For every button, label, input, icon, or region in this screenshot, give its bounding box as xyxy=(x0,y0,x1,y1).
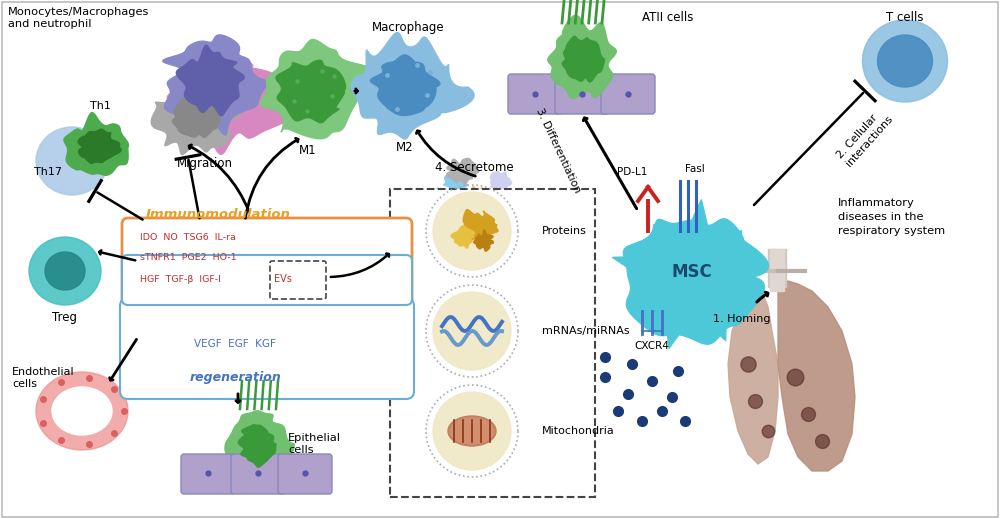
Text: T cells: T cells xyxy=(886,11,924,24)
Text: Treg: Treg xyxy=(52,311,78,324)
Polygon shape xyxy=(725,230,742,250)
Polygon shape xyxy=(163,35,270,135)
Text: VEGF  EGF  KGF: VEGF EGF KGF xyxy=(194,339,276,349)
Ellipse shape xyxy=(52,387,112,435)
Text: 4. Secretome: 4. Secretome xyxy=(435,161,514,174)
Polygon shape xyxy=(447,158,479,185)
Text: Endothelial
cells: Endothelial cells xyxy=(12,367,75,389)
Polygon shape xyxy=(424,203,446,224)
Polygon shape xyxy=(562,36,605,82)
FancyBboxPatch shape xyxy=(270,261,326,299)
Polygon shape xyxy=(612,256,642,274)
Ellipse shape xyxy=(450,418,494,444)
Polygon shape xyxy=(238,425,276,467)
FancyBboxPatch shape xyxy=(122,255,412,305)
Ellipse shape xyxy=(36,372,128,450)
Text: ATII cells: ATII cells xyxy=(642,11,693,24)
Text: PD-L1: PD-L1 xyxy=(617,167,647,177)
Text: CXCR4: CXCR4 xyxy=(635,341,669,351)
Ellipse shape xyxy=(433,292,511,370)
Polygon shape xyxy=(444,171,467,192)
Polygon shape xyxy=(507,191,527,210)
Text: Th1: Th1 xyxy=(90,101,110,111)
Polygon shape xyxy=(518,207,537,221)
Polygon shape xyxy=(176,45,244,116)
Text: Epithelial
cells: Epithelial cells xyxy=(288,433,341,455)
Text: M2: M2 xyxy=(396,141,414,154)
Polygon shape xyxy=(548,16,616,99)
Bar xyxy=(770,249,784,291)
Text: Macrophage: Macrophage xyxy=(372,21,444,34)
Polygon shape xyxy=(370,55,440,115)
Polygon shape xyxy=(225,411,294,479)
Text: 1. Homing: 1. Homing xyxy=(713,314,771,324)
Text: Th17: Th17 xyxy=(34,167,62,177)
Text: 3. Differentiation: 3. Differentiation xyxy=(534,107,582,195)
Polygon shape xyxy=(666,321,685,348)
Text: Immunomodulation: Immunomodulation xyxy=(146,208,290,221)
Polygon shape xyxy=(652,224,668,242)
Polygon shape xyxy=(629,291,648,308)
FancyBboxPatch shape xyxy=(231,454,285,494)
Polygon shape xyxy=(432,188,452,207)
Text: mRNAs/miRNAs: mRNAs/miRNAs xyxy=(542,326,630,336)
Polygon shape xyxy=(728,284,778,464)
Text: M1: M1 xyxy=(299,144,317,157)
FancyBboxPatch shape xyxy=(181,454,235,494)
Polygon shape xyxy=(162,37,297,154)
Polygon shape xyxy=(351,33,474,139)
Text: IDO  NO  TSG6  IL-ra: IDO NO TSG6 IL-ra xyxy=(140,233,236,241)
FancyBboxPatch shape xyxy=(278,454,332,494)
Text: HGF  TGF-β  IGF-I: HGF TGF-β IGF-I xyxy=(140,275,221,283)
Polygon shape xyxy=(459,203,477,220)
Bar xyxy=(768,249,786,287)
Ellipse shape xyxy=(36,127,108,195)
Polygon shape xyxy=(490,171,512,191)
FancyBboxPatch shape xyxy=(601,74,655,114)
Ellipse shape xyxy=(45,252,85,290)
Polygon shape xyxy=(463,210,498,243)
Polygon shape xyxy=(276,60,346,122)
Polygon shape xyxy=(151,77,241,155)
Polygon shape xyxy=(64,113,128,175)
Polygon shape xyxy=(172,97,220,138)
Polygon shape xyxy=(261,39,369,139)
Text: Migration: Migration xyxy=(177,157,233,170)
Polygon shape xyxy=(474,230,493,251)
Polygon shape xyxy=(709,316,726,340)
Text: Monocytes/Macrophages
and neutrophil: Monocytes/Macrophages and neutrophil xyxy=(8,7,149,29)
Ellipse shape xyxy=(433,192,511,270)
FancyBboxPatch shape xyxy=(508,74,562,114)
Ellipse shape xyxy=(29,237,101,305)
Ellipse shape xyxy=(433,392,511,470)
Polygon shape xyxy=(78,129,121,163)
Text: MSC: MSC xyxy=(672,263,712,281)
Text: 2. Cellular
interactions: 2. Cellular interactions xyxy=(835,106,894,168)
FancyBboxPatch shape xyxy=(390,189,595,497)
Text: Inflammatory
diseases in the
respiratory system: Inflammatory diseases in the respiratory… xyxy=(838,198,945,236)
Text: Proteins: Proteins xyxy=(542,226,587,236)
Polygon shape xyxy=(744,261,779,279)
Polygon shape xyxy=(451,226,474,248)
Text: FasI: FasI xyxy=(685,164,705,174)
Polygon shape xyxy=(689,200,708,229)
Text: EVs: EVs xyxy=(274,274,292,284)
Text: regeneration: regeneration xyxy=(189,371,281,384)
Ellipse shape xyxy=(878,35,933,87)
FancyBboxPatch shape xyxy=(555,74,609,114)
Ellipse shape xyxy=(863,20,948,102)
Ellipse shape xyxy=(448,416,496,446)
Text: sTNFR1  PGE2  HO-1: sTNFR1 PGE2 HO-1 xyxy=(140,253,237,262)
Polygon shape xyxy=(778,281,855,471)
Polygon shape xyxy=(623,219,769,344)
Text: Mitochondria: Mitochondria xyxy=(542,426,615,436)
FancyBboxPatch shape xyxy=(122,218,412,305)
FancyBboxPatch shape xyxy=(120,298,414,399)
Polygon shape xyxy=(465,186,489,205)
